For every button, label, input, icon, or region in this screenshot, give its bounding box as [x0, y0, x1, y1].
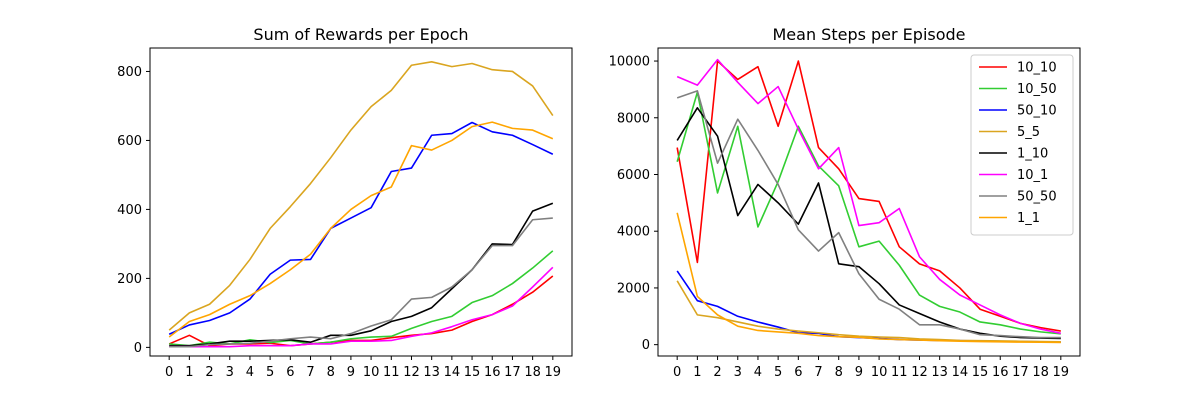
steps-x-tick-label: 0	[673, 365, 681, 380]
steps-x-tick-label: 10	[871, 365, 888, 380]
rewards-x-tick-label: 10	[363, 365, 380, 380]
steps-x-tick-label: 8	[835, 365, 843, 380]
rewards-y-tick-label: 800	[117, 65, 142, 80]
steps-legend-box	[970, 54, 1074, 236]
steps-x-tick-label: 17	[1012, 365, 1029, 380]
rewards-x-tick-label: 12	[403, 365, 420, 380]
rewards-x-tick-label: 19	[545, 365, 562, 380]
rewards-series-50-50-line	[169, 217, 553, 348]
rewards-series-50-10-line	[168, 121, 554, 335]
rewards-series-10-1-line	[169, 266, 554, 348]
steps-legend-label-50-10: 50_10	[1017, 104, 1057, 119]
rewards-x-tick-label: 5	[266, 365, 274, 380]
rewards-x-tick-label: 16	[484, 365, 501, 380]
steps-y-tick-label: 6000	[617, 168, 650, 183]
steps-y-tick-label: 4000	[617, 225, 650, 240]
steps-x-tick-label: 5	[774, 365, 782, 380]
rewards-x-tick-label: 11	[383, 365, 400, 380]
steps-x-tick-label: 19	[1053, 365, 1070, 380]
steps-legend: 10_10 10_50 50_10 5_5 1_10 10_1 50_50 1_1	[970, 54, 1074, 236]
steps-legend-label-10-1: 10_1	[1017, 168, 1048, 183]
steps-x-tick-label: 14	[952, 365, 969, 380]
rewards-series-1-1-line	[168, 121, 554, 338]
steps-x-tick-label: 4	[754, 365, 762, 380]
steps-y-tick-label: 10000	[609, 55, 650, 70]
steps-plot-frame	[657, 47, 1081, 357]
steps-x-tick-label: 9	[855, 365, 863, 380]
steps-x-tick-label: 18	[1032, 365, 1049, 380]
steps-series-10-50-line	[676, 91, 1061, 335]
rewards-x-tick-label: 9	[347, 365, 355, 380]
rewards-plot-frame	[149, 47, 573, 357]
rewards-x-tick-label: 17	[504, 365, 521, 380]
rewards-x-tick-label: 6	[286, 365, 294, 380]
rewards-x-tick-label: 7	[306, 365, 314, 380]
steps-legend-label-1-1: 1_1	[1017, 211, 1040, 226]
steps-legend-label-50-50: 50_50	[1017, 190, 1057, 205]
steps-x-tick-label: 13	[931, 365, 948, 380]
steps-series-10-10-line	[676, 60, 1061, 332]
steps-x-tick-label: 7	[814, 365, 822, 380]
rewards-x-tick-label: 3	[226, 365, 234, 380]
steps-y-tick-label: 8000	[617, 111, 650, 126]
rewards-x-tick-label: 14	[444, 365, 461, 380]
rewards-x-tick-label: 15	[464, 365, 481, 380]
steps-chart-title: Mean Steps per Episode	[772, 25, 965, 44]
steps-x-tick-label: 11	[891, 365, 908, 380]
rewards-x-tick-label: 8	[327, 365, 335, 380]
steps-y-tick-label: 0	[642, 338, 650, 353]
rewards-series-1-10-line	[169, 202, 554, 347]
steps-x-tick-label: 12	[911, 365, 928, 380]
rewards-series-5-5-line	[168, 60, 554, 331]
rewards-y-tick-label: 600	[117, 134, 142, 149]
rewards-x-tick-label: 2	[205, 365, 213, 380]
steps-x-tick-label: 2	[713, 365, 721, 380]
rewards-chart: Sum of Rewards per Epoch 0 1 2 3 4 5 6 7 8 9 10 11 1…	[117, 25, 573, 380]
steps-series-1-1-line	[676, 212, 1061, 344]
rewards-y-tick-label: 200	[117, 272, 142, 287]
rewards-chart-title: Sum of Rewards per Epoch	[253, 25, 468, 44]
rewards-x-tick-label: 4	[246, 365, 254, 380]
steps-x-tick-label: 6	[794, 365, 802, 380]
steps-chart: Mean Steps per Episode 0 1 2 3 4 5 6 7 8 9 10 11 12 1…	[609, 25, 1081, 380]
steps-legend-label-10-10: 10_10	[1017, 61, 1057, 76]
steps-x-tick-label: 16	[992, 365, 1009, 380]
steps-y-tick-label: 2000	[617, 281, 650, 296]
steps-x-tick-label: 1	[693, 365, 701, 380]
steps-legend-label-1-10: 1_10	[1017, 147, 1048, 162]
rewards-y-tick-label: 400	[117, 203, 142, 218]
rewards-y-tick-label: 0	[134, 341, 142, 356]
steps-series-50-50-line	[676, 90, 1061, 339]
steps-legend-label-5-5: 5_5	[1017, 125, 1040, 140]
steps-series-5-5-line	[676, 280, 1061, 343]
steps-legend-label-10-50: 10_50	[1017, 82, 1057, 97]
rewards-x-tick-label: 0	[165, 365, 173, 380]
steps-x-tick-label: 15	[972, 365, 989, 380]
rewards-x-tick-label: 13	[423, 365, 440, 380]
steps-series-10-1-line	[676, 58, 1061, 335]
rewards-x-tick-label: 1	[185, 365, 193, 380]
steps-x-tick-label: 3	[734, 365, 742, 380]
rewards-x-tick-label: 18	[524, 365, 541, 380]
